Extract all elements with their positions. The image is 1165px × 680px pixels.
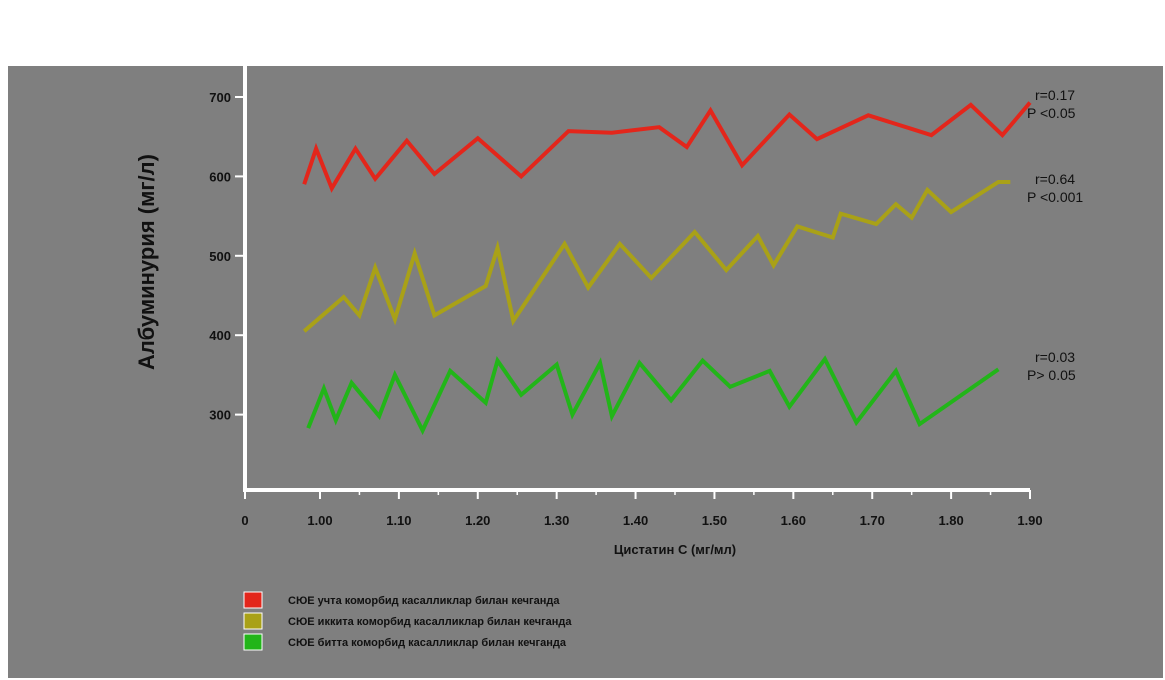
series-line-2 bbox=[302, 180, 1011, 333]
x-tick-label: 1.70 bbox=[860, 513, 885, 528]
x-tick-label: 1.10 bbox=[386, 513, 411, 528]
chart-background bbox=[8, 66, 1163, 678]
annotations: r=0.17 P <0.05 r=0.64 P <0.001 r=0.03 P> 0.05 bbox=[1027, 87, 1083, 383]
series-line-1 bbox=[302, 101, 1032, 193]
series-annotation: P <0.001 bbox=[1027, 189, 1083, 205]
x-tick-label: 1.40 bbox=[623, 513, 648, 528]
series-annotation: r=0.17 bbox=[1035, 87, 1075, 103]
legend-label: СЮЕ иккита коморбид касалликлар билан ке… bbox=[288, 616, 572, 628]
y-axis-label: Албуминурия (мг/л) bbox=[134, 154, 159, 370]
series-annotation: r=0.64 bbox=[1035, 171, 1075, 187]
x-tick-label: 1.20 bbox=[465, 513, 490, 528]
x-tick-label: 1.00 bbox=[307, 513, 332, 528]
y-tick-label: 400 bbox=[209, 328, 231, 343]
y-tick-label: 300 bbox=[209, 408, 231, 423]
x-tick-label: 1.30 bbox=[544, 513, 569, 528]
series-annotation: P <0.05 bbox=[1027, 105, 1076, 121]
series-line-3 bbox=[306, 355, 1000, 436]
legend: СЮЕ учта коморбид касалликлар билан кечг… bbox=[243, 591, 572, 651]
y-tick-label: 600 bbox=[209, 169, 231, 184]
axes: 700 600 500 400 300 0 1.00 1.10 1.20 1.30 1.40 1.50… bbox=[209, 15, 1043, 528]
x-tick-label: 1.50 bbox=[702, 513, 727, 528]
x-tick-label: 1.60 bbox=[781, 513, 806, 528]
legend-swatch bbox=[243, 633, 263, 651]
legend-label: СЮЕ битта коморбид касалликлар билан кеч… bbox=[288, 637, 567, 649]
y-tick-label: 700 bbox=[209, 90, 231, 105]
legend-swatch bbox=[243, 591, 263, 609]
series-annotation: r=0.03 bbox=[1035, 349, 1075, 365]
plot-area bbox=[302, 101, 1032, 436]
x-tick-label: 1.90 bbox=[1017, 513, 1042, 528]
x-tick-label: 1.80 bbox=[938, 513, 963, 528]
legend-swatch bbox=[243, 612, 263, 630]
series-annotation: P> 0.05 bbox=[1027, 367, 1076, 383]
x-axis-label: Цистатин С (мг/мл) bbox=[614, 542, 736, 557]
x-tick-label: 0 bbox=[241, 513, 248, 528]
chart-background-upper-left bbox=[8, 78, 302, 88]
y-tick-label: 500 bbox=[209, 249, 231, 264]
legend-label: СЮЕ учта коморбид касалликлар билан кечг… bbox=[288, 595, 560, 607]
